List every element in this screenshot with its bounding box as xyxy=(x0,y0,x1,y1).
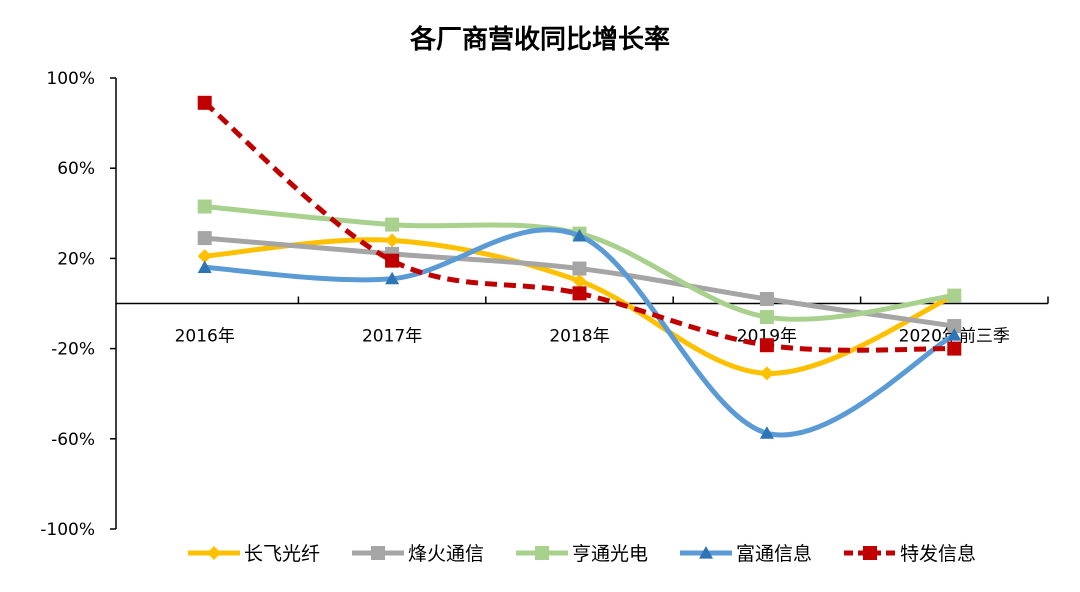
data-point xyxy=(759,366,774,381)
legend-label: 亨通光电 xyxy=(572,543,648,565)
chart-title: 各厂商营收同比增长率 xyxy=(409,24,670,55)
data-point xyxy=(759,310,774,325)
data-point xyxy=(947,319,962,334)
legend-label: 富通信息 xyxy=(736,543,812,565)
data-point xyxy=(699,546,713,559)
x-tick-label: 2016年 xyxy=(175,327,235,347)
data-point xyxy=(947,328,962,341)
data-point xyxy=(371,546,385,560)
data-point xyxy=(197,260,212,274)
x-tick-label: 2017年 xyxy=(362,327,422,347)
y-tick-label: -100% xyxy=(40,520,95,540)
legend-item: 特发信息 xyxy=(844,543,976,565)
data-point xyxy=(197,249,212,264)
y-tick-label: 60% xyxy=(57,159,95,179)
data-point xyxy=(197,231,212,246)
legend-item: 富通信息 xyxy=(680,543,812,565)
legend-item: 亨通光电 xyxy=(516,543,648,565)
legend-label: 长飞光纤 xyxy=(244,543,320,565)
series-line xyxy=(203,100,955,353)
data-point xyxy=(759,426,774,439)
data-point xyxy=(197,199,212,214)
y-tick-label: 20% xyxy=(57,249,95,269)
data-point xyxy=(385,253,400,268)
y-tick-label: -20% xyxy=(51,340,95,360)
y-tick-label: -60% xyxy=(51,430,95,450)
series-富通信息 xyxy=(197,227,962,439)
x-tick-label: 2018年 xyxy=(549,327,609,347)
data-point xyxy=(572,286,587,301)
data-point xyxy=(759,338,774,353)
data-point xyxy=(207,546,221,560)
data-point xyxy=(759,291,774,306)
legend-label: 烽火通信 xyxy=(408,543,484,565)
legend: 长飞光纤 烽火通信 亨通光电 富通信息 特发信息 xyxy=(188,543,976,565)
series-group xyxy=(197,95,962,439)
legend-label: 特发信息 xyxy=(900,543,976,565)
data-point xyxy=(385,271,400,285)
series-特发信息 xyxy=(197,95,962,356)
data-point xyxy=(572,228,587,242)
data-point xyxy=(385,217,400,232)
data-point xyxy=(572,273,587,288)
data-point xyxy=(947,341,962,356)
data-point xyxy=(863,546,877,560)
data-point xyxy=(197,95,212,110)
series-长飞光纤 xyxy=(197,233,962,381)
series-line xyxy=(202,237,957,376)
legend-item: 烽火通信 xyxy=(352,543,484,565)
data-point xyxy=(385,233,400,248)
legend-item: 长飞光纤 xyxy=(188,543,320,565)
data-point xyxy=(572,261,587,276)
y-tick-label: 100% xyxy=(46,69,95,89)
series-line xyxy=(202,227,957,438)
data-point xyxy=(947,288,962,303)
axes: 100%60%20%-20%-60%-100%2016年 2017年 2018年 20… xyxy=(40,69,1049,540)
data-point xyxy=(535,546,549,560)
